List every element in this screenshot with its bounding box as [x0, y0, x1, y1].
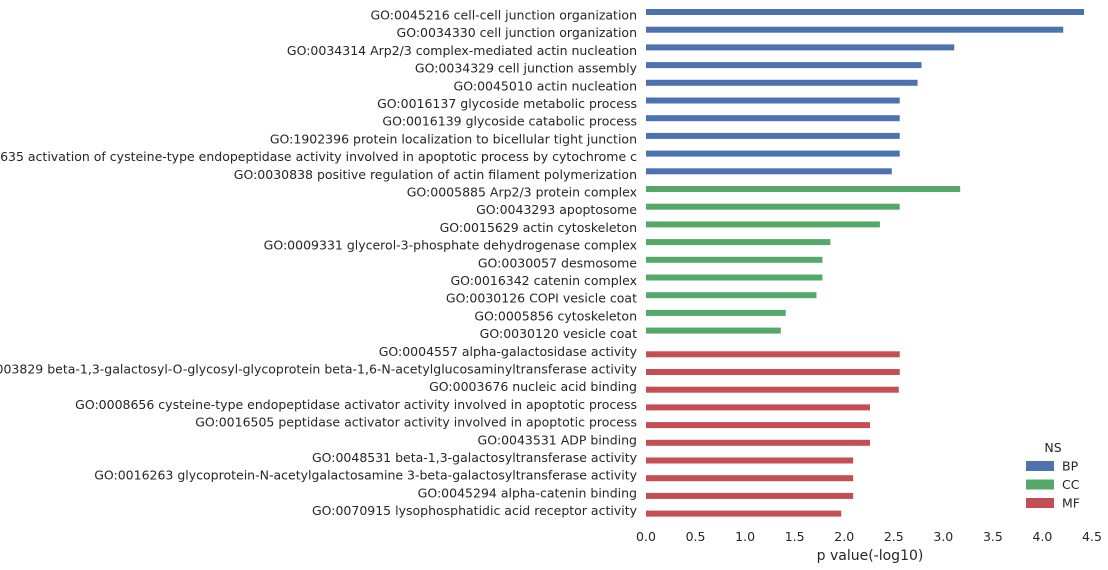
- category-label: GO:0034330 cell junction organization: [397, 25, 637, 40]
- x-tick-label: 2.0: [834, 529, 854, 544]
- x-tick-label: 0.5: [686, 529, 706, 544]
- bar-cc: [646, 203, 900, 210]
- category-label: GO:0045010 actin nucleation: [454, 78, 637, 93]
- legend-entries: BP CC MF: [1026, 459, 1080, 511]
- bar-bp: [646, 150, 900, 157]
- category-label: GO:0030838 positive regulation of actin …: [234, 167, 637, 182]
- category-label: GO:0030057 desmosome: [478, 255, 637, 270]
- category-label: GO:0016342 catenin complex: [450, 273, 637, 288]
- bar-cc: [646, 309, 786, 316]
- bar-bp: [646, 168, 892, 175]
- bar-mf: [646, 369, 900, 375]
- x-tick-label: 1.5: [785, 529, 805, 544]
- x-tick-label: 4.5: [1082, 529, 1102, 544]
- category-label: GO:0030120 vesicle coat: [480, 326, 637, 341]
- bar-mf: [646, 457, 854, 464]
- bar-cc: [646, 186, 961, 192]
- category-label-group: GO:0045216 cell-cell junction organizati…: [0, 8, 638, 519]
- category-label: GO:0016137 glycoside metabolic process: [377, 96, 637, 111]
- category-label: GO:0043293 apoptosome: [476, 202, 637, 217]
- category-label: GO:0015629 actin cytoskeleton: [440, 220, 637, 235]
- category-label: GO:0005885 Arp2/3 protein complex: [407, 185, 637, 200]
- legend-label-bp: BP: [1062, 459, 1079, 474]
- legend: NS BP CC MF: [1026, 440, 1080, 511]
- x-tick-label: 3.5: [983, 529, 1003, 544]
- bar-bp: [646, 79, 918, 86]
- legend-label-mf: MF: [1062, 496, 1080, 511]
- bar-mf: [646, 475, 854, 482]
- bar-bp: [646, 132, 900, 139]
- legend-label-cc: CC: [1062, 477, 1080, 492]
- bar-cc: [646, 256, 823, 263]
- category-label: GO:0016263 glycoprotein-N-acetylgalactos…: [94, 468, 637, 483]
- bar-cc: [646, 274, 823, 281]
- category-label: GO:0009331 glycerol-3-phosphate dehydrog…: [264, 238, 637, 253]
- legend-swatch-mf: [1026, 498, 1054, 508]
- x-tick-label: 1.0: [735, 529, 755, 544]
- category-label: GO:0005856 cytoskeleton: [474, 308, 637, 323]
- category-label: GO:1902396 protein localization to bicel…: [270, 131, 637, 146]
- category-label: GO:0008635 activation of cysteine-type e…: [0, 149, 637, 164]
- x-tick-label: 2.5: [884, 529, 904, 544]
- bar-bp: [646, 9, 1085, 15]
- category-label: GO:0045216 cell-cell junction organizati…: [371, 8, 638, 23]
- category-label: GO:0016505 peptidase activator activity …: [195, 415, 637, 430]
- legend-swatch-bp: [1026, 461, 1054, 471]
- category-label: GO:0043531 ADP binding: [478, 432, 637, 447]
- bar-mf: [646, 422, 870, 429]
- bar-bp: [646, 44, 955, 51]
- category-label: GO:0034314 Arp2/3 complex-mediated actin…: [287, 43, 637, 58]
- bar-cc: [646, 239, 831, 246]
- bar-cc: [646, 327, 781, 334]
- x-axis-label: p value(-log10): [817, 548, 924, 564]
- bar-mf: [646, 492, 854, 499]
- bar-mf: [646, 404, 870, 411]
- bar-mf: [646, 351, 900, 358]
- bar-cc: [646, 221, 880, 228]
- category-label: GO:0016139 glycoside catabolic process: [382, 114, 637, 129]
- bar-mf: [646, 510, 842, 517]
- x-tick-label: 0.0: [636, 529, 656, 544]
- bar-cc: [646, 292, 817, 299]
- bar-bp: [646, 115, 900, 122]
- x-tick-label: 3.0: [933, 529, 953, 544]
- bar-bp: [646, 97, 900, 104]
- bar-bp: [646, 62, 922, 69]
- bar-bp: [646, 26, 1064, 33]
- category-label: GO:0045294 alpha-catenin binding: [418, 485, 637, 500]
- bar-mf: [646, 439, 870, 446]
- x-tick-label: 4.0: [1032, 529, 1052, 544]
- bar-mf: [646, 386, 899, 393]
- category-label: GO:0048531 beta-1,3-galactosyltransferas…: [312, 450, 638, 465]
- category-label: GO:0003676 nucleic acid binding: [429, 379, 637, 394]
- legend-title: NS: [1044, 440, 1061, 455]
- category-label: GO:0004557 alpha-galactosidase activity: [379, 344, 638, 359]
- x-tick-group: 0.0 0.5 1.0 1.5 2.0 2.5 3.0 3.5 4.0 4.5: [636, 529, 1102, 544]
- legend-swatch-cc: [1026, 479, 1054, 490]
- category-label: GO:0008656 cysteine-type endopeptidase a…: [75, 397, 637, 412]
- category-label: GO:0030126 COPI vesicle coat: [446, 291, 637, 306]
- category-label: GO:0034329 cell junction assembly: [415, 61, 638, 76]
- category-label: GO:0003829 beta-1,3-galactosyl-O-glycosy…: [0, 362, 638, 377]
- bar-group: [646, 9, 1085, 517]
- category-label: GO:0070915 lysophosphatidic acid recepto…: [312, 503, 638, 518]
